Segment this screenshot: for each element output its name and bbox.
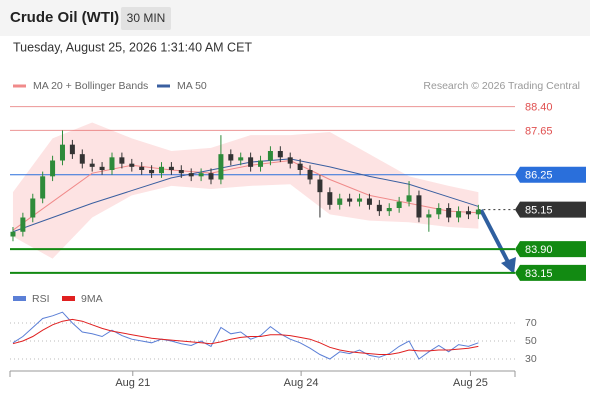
level-box bbox=[515, 166, 586, 183]
candle-body bbox=[119, 157, 125, 164]
candle-body bbox=[30, 198, 36, 218]
candle-body bbox=[159, 166, 164, 174]
forecast-arrow-head bbox=[501, 257, 516, 274]
candle-body bbox=[188, 173, 194, 177]
candle-body bbox=[416, 195, 422, 218]
candle-body bbox=[89, 163, 95, 167]
timestamp: Tuesday, August 25, 2026 1:31:40 AM CET bbox=[13, 40, 252, 54]
level-box bbox=[515, 264, 586, 281]
candle-body bbox=[436, 208, 442, 215]
candle-body bbox=[50, 160, 56, 177]
legend-label: MA 20 + Bollinger Bands bbox=[33, 80, 148, 92]
candle-body bbox=[376, 204, 382, 212]
candle-body bbox=[198, 173, 204, 177]
candle-body bbox=[149, 170, 155, 174]
x-tick-label: Aug 25 bbox=[453, 377, 488, 389]
candle-body bbox=[357, 198, 363, 202]
candle-body bbox=[386, 208, 392, 212]
candle-body bbox=[79, 154, 85, 164]
interval[interactable]: 30 MIN bbox=[127, 11, 166, 25]
header-bar bbox=[0, 0, 590, 36]
rsi-line bbox=[12, 311, 479, 360]
credit: Research © 2026 Trading Central bbox=[423, 80, 580, 92]
level-label: 86.25 bbox=[525, 170, 553, 182]
candle-body bbox=[277, 151, 283, 158]
legend-label: MA 50 bbox=[177, 80, 207, 92]
legend-label: RSI bbox=[32, 293, 50, 305]
legend-swatch bbox=[62, 296, 75, 301]
y-tick-label: 30 bbox=[525, 353, 537, 365]
candle-body bbox=[297, 163, 303, 170]
legend-label: 9MA bbox=[81, 293, 103, 305]
level-box bbox=[515, 241, 586, 258]
candle-body bbox=[317, 179, 323, 193]
candle-body bbox=[238, 157, 244, 161]
candle-body bbox=[307, 170, 313, 180]
candle-body bbox=[228, 154, 234, 161]
candle-body bbox=[465, 211, 471, 215]
rsi-line bbox=[12, 318, 479, 355]
x-tick-label: Aug 21 bbox=[115, 377, 150, 389]
candle-body bbox=[347, 198, 353, 202]
candle-body bbox=[168, 166, 174, 170]
candle-body bbox=[396, 201, 402, 208]
forecast-arrow bbox=[479, 209, 510, 263]
bollinger-band bbox=[12, 122, 479, 259]
candle-body bbox=[327, 192, 333, 205]
candle-body bbox=[129, 163, 135, 167]
candle-body bbox=[208, 173, 214, 180]
level-label: 87.65 bbox=[525, 125, 553, 137]
x-tick-label: Aug 24 bbox=[284, 377, 319, 389]
legend-swatch bbox=[13, 296, 26, 301]
candle-body bbox=[287, 157, 293, 164]
legend-swatch bbox=[13, 84, 26, 88]
candle-body bbox=[366, 198, 372, 205]
candle-body bbox=[109, 157, 115, 170]
legend-swatch bbox=[157, 84, 170, 88]
level-label: 83.15 bbox=[525, 268, 553, 280]
y-tick-label: 70 bbox=[525, 317, 537, 329]
y-tick-label: 50 bbox=[525, 335, 537, 347]
level-label: 85.15 bbox=[525, 204, 553, 216]
level-label: 83.90 bbox=[525, 244, 553, 256]
interval-box[interactable] bbox=[121, 7, 171, 30]
candle-body bbox=[456, 211, 462, 218]
candle-body bbox=[446, 208, 452, 218]
level-box bbox=[515, 201, 586, 218]
candle-body bbox=[406, 195, 412, 202]
candle-body bbox=[40, 176, 46, 199]
candle-body bbox=[10, 231, 16, 237]
candle-body bbox=[69, 144, 75, 155]
candle-body bbox=[218, 154, 224, 180]
candle-body bbox=[337, 198, 343, 205]
candle-body bbox=[178, 170, 184, 174]
candle-body bbox=[20, 217, 26, 232]
candle-body bbox=[426, 214, 432, 218]
candle-body bbox=[258, 160, 264, 167]
candle-body bbox=[248, 157, 254, 167]
level-label: 88.40 bbox=[525, 102, 553, 114]
candle-body bbox=[59, 144, 65, 161]
candle-body bbox=[99, 166, 105, 170]
candle-body bbox=[475, 209, 481, 215]
candle-body bbox=[139, 166, 145, 170]
instrument: Crude Oil (WTI) bbox=[10, 9, 119, 26]
candle-body bbox=[267, 151, 273, 161]
